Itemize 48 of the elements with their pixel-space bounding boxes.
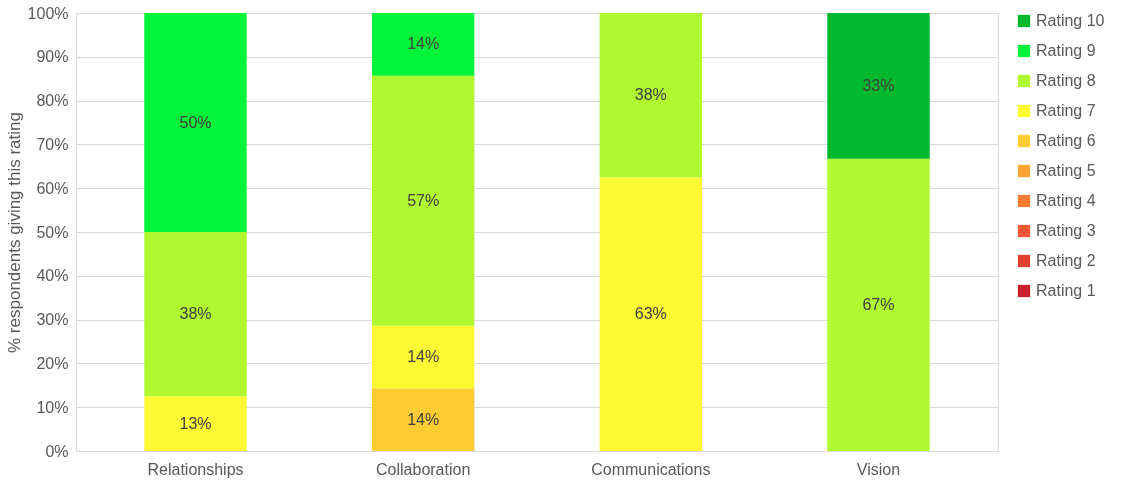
y-tick-label: 80% xyxy=(36,92,69,110)
data-label: 13% xyxy=(179,414,212,432)
y-tick-label: 0% xyxy=(45,442,69,460)
bar xyxy=(371,325,475,389)
data-label: 14% xyxy=(407,348,440,366)
legend-label: Rating 1 xyxy=(1036,282,1096,299)
legend-label: Rating 4 xyxy=(1036,192,1096,209)
y-tick-label: 70% xyxy=(36,135,69,153)
y-tick-label: 100% xyxy=(27,4,69,22)
y-tick-label: 60% xyxy=(36,179,69,197)
bar xyxy=(599,13,703,178)
y-tick-label: 10% xyxy=(36,398,69,416)
legend-label: Rating 5 xyxy=(1036,162,1096,179)
x-tick-label: Vision xyxy=(856,460,901,478)
legend-label: Rating 7 xyxy=(1036,102,1096,119)
data-label: 57% xyxy=(407,191,440,209)
bar xyxy=(144,232,247,397)
bar xyxy=(144,13,247,232)
y-axis-title: % respondents giving this rating xyxy=(4,112,24,353)
legend-label: Rating 10 xyxy=(1036,12,1105,29)
x-tick-label: Collaboration xyxy=(376,460,471,478)
x-tick-label: Relationships xyxy=(147,460,244,478)
legend-label: Rating 6 xyxy=(1036,132,1096,149)
y-tick-label: 30% xyxy=(36,311,69,329)
bar xyxy=(371,388,475,451)
legend-label: Rating 8 xyxy=(1036,72,1096,89)
y-tick-label: 90% xyxy=(36,48,69,66)
legend-label: Rating 3 xyxy=(1036,222,1096,239)
data-label: 38% xyxy=(179,305,212,323)
data-label: 14% xyxy=(407,35,440,53)
bar xyxy=(827,158,930,451)
legend-label: Rating 2 xyxy=(1036,252,1096,269)
y-tick-label: 50% xyxy=(36,223,69,241)
legend-label: Rating 9 xyxy=(1036,42,1096,59)
data-label: 33% xyxy=(862,76,895,94)
data-label: 14% xyxy=(407,410,440,428)
data-label: 50% xyxy=(179,113,212,131)
bar xyxy=(144,396,247,451)
bar xyxy=(827,13,930,159)
data-label: 67% xyxy=(862,295,895,313)
x-tick-label: Communications xyxy=(591,460,711,478)
bar xyxy=(599,177,703,451)
data-label: 38% xyxy=(634,86,667,104)
y-tick-label: 20% xyxy=(36,354,69,372)
bar xyxy=(371,13,475,76)
y-tick-label: 40% xyxy=(36,267,69,285)
data-label: 63% xyxy=(634,305,667,323)
bar xyxy=(371,75,475,326)
